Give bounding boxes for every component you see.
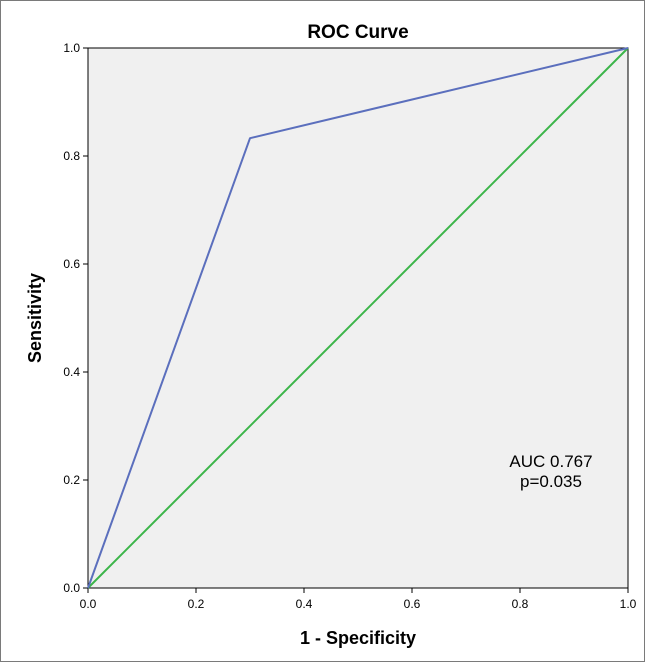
y-tick-label: 0.6: [63, 257, 80, 271]
series-layer: [87, 47, 629, 589]
roc-curve-line: [87, 47, 629, 589]
y-axis-label: Sensitivity: [25, 273, 45, 363]
x-tick-label: 1.0: [620, 597, 637, 611]
x-tick-label: 0.2: [188, 597, 205, 611]
y-tick-label: 0.4: [63, 365, 80, 379]
x-axis-label: 1 - Specificity: [300, 628, 416, 648]
reference-diagonal-line: [87, 47, 629, 589]
x-tick-label: 0.6: [404, 597, 421, 611]
x-tick-label: 0.8: [512, 597, 529, 611]
y-tick-label: 0.0: [63, 581, 80, 595]
y-axis: 0.0 0.2 0.4 0.6 0.8 1.0: [63, 41, 88, 595]
x-tick-label: 0.0: [80, 597, 97, 611]
p-value-annotation: p=0.035: [520, 472, 582, 491]
y-tick-label: 0.8: [63, 149, 80, 163]
y-tick-label: 0.2: [63, 473, 80, 487]
x-tick-label: 0.4: [296, 597, 313, 611]
auc-annotation: AUC 0.767: [509, 452, 592, 471]
y-tick-label: 1.0: [63, 41, 80, 55]
chart-title: ROC Curve: [307, 22, 408, 43]
x-axis: 0.0 0.2 0.4 0.6 0.8 1.0: [80, 588, 637, 611]
